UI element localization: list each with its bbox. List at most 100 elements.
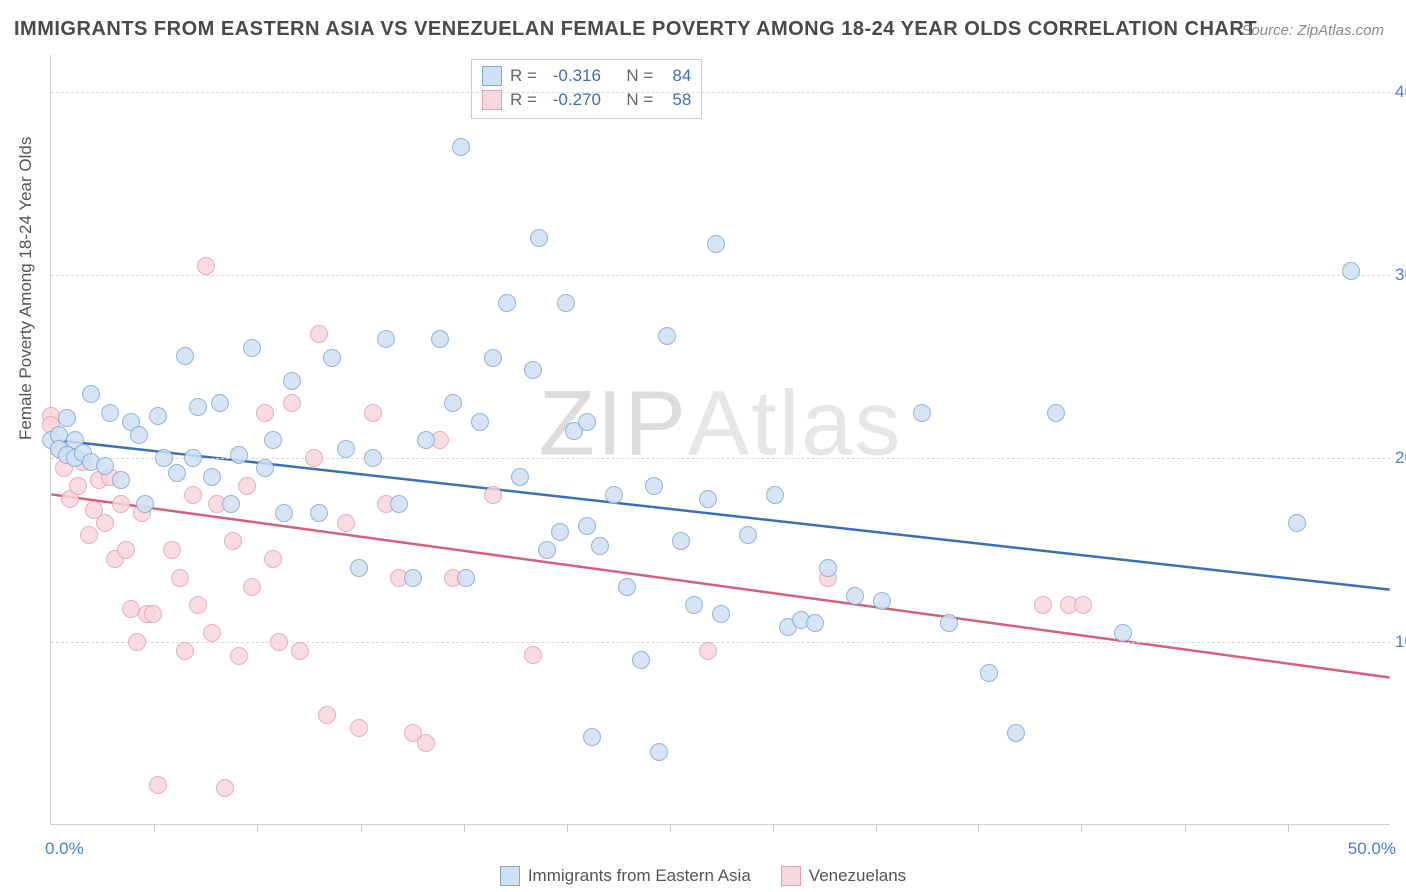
x-tick-label: 50.0%: [1348, 839, 1396, 859]
x-tick: [876, 824, 877, 832]
stat-r-value: -0.316: [545, 64, 601, 88]
data-point: [264, 550, 282, 568]
legend-swatch: [781, 866, 801, 886]
y-tick-label: 20.0%: [1395, 448, 1406, 468]
data-point: [524, 361, 542, 379]
data-point: [557, 294, 575, 312]
legend-label: Immigrants from Eastern Asia: [528, 866, 751, 886]
data-point: [364, 449, 382, 467]
data-point: [96, 457, 114, 475]
legend-item: Immigrants from Eastern Asia: [500, 866, 751, 886]
grid-line: [51, 642, 1390, 643]
data-point: [256, 404, 274, 422]
x-tick-label: 0.0%: [45, 839, 84, 859]
data-point: [484, 486, 502, 504]
data-point: [168, 464, 186, 482]
data-point: [163, 541, 181, 559]
stat-r-label: R =: [510, 64, 537, 88]
data-point: [707, 235, 725, 253]
x-tick: [1081, 824, 1082, 832]
data-point: [452, 138, 470, 156]
legend-swatch: [500, 866, 520, 886]
data-point: [583, 728, 601, 746]
trend-line: [51, 440, 1389, 590]
data-point: [224, 532, 242, 550]
data-point: [243, 339, 261, 357]
data-point: [350, 559, 368, 577]
data-point: [417, 431, 435, 449]
data-point: [149, 407, 167, 425]
data-point: [184, 486, 202, 504]
data-point: [498, 294, 516, 312]
legend-swatch: [482, 66, 502, 86]
data-point: [806, 614, 824, 632]
data-point: [230, 446, 248, 464]
data-point: [112, 495, 130, 513]
data-point: [658, 327, 676, 345]
data-point: [184, 449, 202, 467]
trend-lines: [51, 55, 1390, 824]
data-point: [591, 537, 609, 555]
data-point: [318, 706, 336, 724]
data-point: [873, 592, 891, 610]
x-tick: [464, 824, 465, 832]
data-point: [578, 517, 596, 535]
data-point: [80, 526, 98, 544]
data-point: [69, 477, 87, 495]
stats-row: R =-0.316 N =84: [482, 64, 691, 88]
data-point: [712, 605, 730, 623]
data-point: [913, 404, 931, 422]
data-point: [197, 257, 215, 275]
stat-n-value: 84: [661, 64, 691, 88]
data-point: [310, 325, 328, 343]
x-tick: [154, 824, 155, 832]
plot-area: ZIPAtlas R =-0.316 N =84R =-0.270 N =58 …: [50, 55, 1390, 825]
stats-box: R =-0.316 N =84R =-0.270 N =58: [471, 59, 702, 119]
data-point: [130, 426, 148, 444]
data-point: [171, 569, 189, 587]
data-point: [136, 495, 154, 513]
data-point: [457, 569, 475, 587]
data-point: [230, 647, 248, 665]
source-label: Source: ZipAtlas.com: [1241, 22, 1384, 39]
data-point: [650, 743, 668, 761]
x-tick: [257, 824, 258, 832]
data-point: [940, 614, 958, 632]
data-point: [96, 514, 114, 532]
data-point: [417, 734, 435, 752]
data-point: [58, 409, 76, 427]
data-point: [364, 404, 382, 422]
grid-line: [51, 275, 1390, 276]
data-point: [256, 459, 274, 477]
data-point: [155, 449, 173, 467]
data-point: [511, 468, 529, 486]
data-point: [605, 486, 623, 504]
data-point: [211, 394, 229, 412]
x-tick: [773, 824, 774, 832]
data-point: [310, 504, 328, 522]
x-tick: [1185, 824, 1186, 832]
data-point: [980, 664, 998, 682]
x-tick: [978, 824, 979, 832]
data-point: [203, 468, 221, 486]
data-point: [144, 605, 162, 623]
data-point: [551, 523, 569, 541]
data-point: [189, 398, 207, 416]
y-tick-label: 30.0%: [1395, 265, 1406, 285]
data-point: [112, 471, 130, 489]
data-point: [685, 596, 703, 614]
data-point: [484, 349, 502, 367]
data-point: [350, 719, 368, 737]
x-tick: [361, 824, 362, 832]
data-point: [404, 569, 422, 587]
data-point: [377, 330, 395, 348]
data-point: [117, 541, 135, 559]
data-point: [524, 646, 542, 664]
data-point: [82, 385, 100, 403]
x-tick: [567, 824, 568, 832]
data-point: [275, 504, 293, 522]
data-point: [645, 477, 663, 495]
data-point: [699, 490, 717, 508]
data-point: [203, 624, 221, 642]
data-point: [390, 495, 408, 513]
